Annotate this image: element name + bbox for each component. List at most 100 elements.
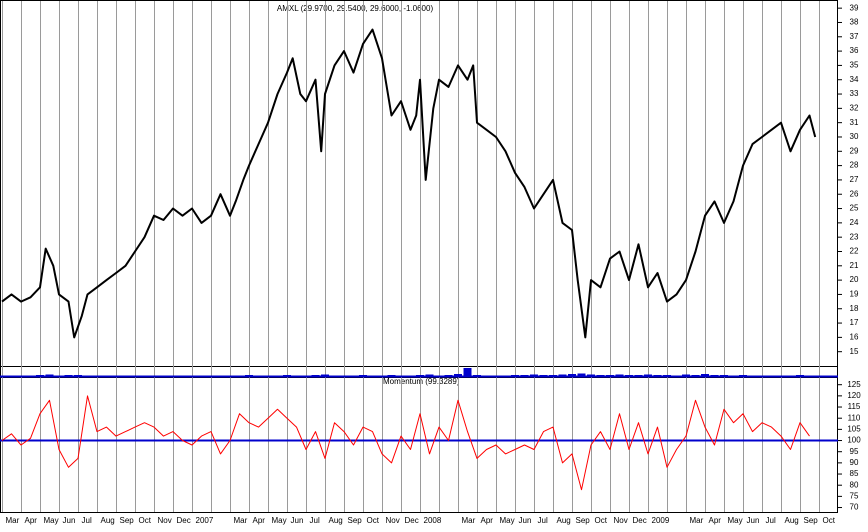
volume-bar: [520, 375, 529, 377]
y-tick-label: 115: [848, 402, 861, 411]
x-tick-label: Dec: [405, 516, 419, 525]
volume-bar: [777, 375, 785, 377]
y-tick-label: 33: [850, 89, 859, 98]
volume-bar: [26, 376, 35, 377]
volume-bar: [330, 375, 339, 377]
volume-bar: [150, 376, 158, 377]
y-tick-label: 29: [850, 146, 859, 155]
volume-bar: [235, 375, 244, 377]
volume-bar: [558, 374, 567, 377]
x-tick-label: Dec: [633, 516, 647, 525]
volume-bar: [64, 375, 73, 377]
x-tick-label: Apr: [25, 516, 38, 525]
y-tick-label: 35: [850, 61, 859, 70]
volume-bar: [74, 375, 82, 377]
volume-bar: [501, 375, 510, 377]
volume-bar: [720, 375, 728, 377]
y-tick-label: 39: [850, 3, 859, 12]
y-tick-label: 15: [850, 347, 859, 356]
x-tick-label: Oct: [823, 516, 836, 525]
series-line: [1, 395, 810, 491]
y-tick-label: 80: [850, 480, 859, 489]
x-tick-label: Mar: [234, 516, 248, 525]
volume-bar: [691, 375, 700, 377]
volume-bar: [606, 375, 614, 377]
volume-bar: [159, 376, 168, 377]
y-tick-label: 30: [850, 132, 859, 141]
x-tick-label: Apr: [481, 516, 494, 525]
y-tick-label: 85: [850, 469, 859, 478]
x-tick-label: Jul: [82, 516, 92, 525]
y-tick-label: 16: [850, 332, 859, 341]
volume-bar: [786, 375, 795, 377]
volume-bar: [416, 375, 424, 377]
x-tick-label: Jun: [747, 516, 760, 525]
plot-frame: [0, 0, 838, 513]
y-tick-label: 100: [847, 436, 861, 445]
volume-bar: [254, 375, 263, 377]
volume-bar: [767, 375, 776, 377]
x-tick-label: Nov: [158, 516, 172, 525]
y-tick-label: 31: [850, 118, 859, 127]
x-tick-label: Sep: [348, 516, 363, 525]
volume-bar: [349, 376, 358, 377]
y-tick-label: 120: [847, 391, 861, 400]
volume-bar: [378, 375, 386, 377]
volume-bar: [672, 375, 681, 377]
volume-bar: [207, 376, 215, 377]
volume-bar: [492, 375, 500, 377]
volume-bar: [121, 376, 130, 377]
volume-bar: [758, 375, 766, 377]
volume-bar: [406, 375, 415, 377]
volume-bar: [473, 375, 481, 377]
indicator-title: Momentum (99.3289): [383, 377, 460, 386]
volume-bar: [226, 376, 234, 377]
x-tick-label: Mar: [6, 516, 20, 525]
volume-bar: [178, 376, 187, 377]
x-tick-label: Sep: [576, 516, 591, 525]
volume-bar: [311, 375, 320, 377]
y-tick-label: 27: [850, 175, 859, 184]
volume-bar: [663, 375, 671, 377]
volume-bar: [748, 375, 757, 377]
x-tick-label: Sep: [120, 516, 135, 525]
volume-bar: [387, 375, 396, 377]
x-tick-label: Aug: [785, 516, 799, 525]
volume-bar: [701, 374, 709, 377]
x-tick-label: Aug: [329, 516, 343, 525]
volume-bar: [596, 375, 605, 377]
y-tick-label: 37: [850, 32, 859, 41]
volume-bar: [634, 375, 643, 377]
y-tick-label: 17: [850, 318, 859, 327]
x-tick-label: Nov: [386, 516, 400, 525]
volume-bar: [7, 375, 16, 377]
volume-bar: [549, 375, 557, 377]
volume-bar: [216, 375, 225, 377]
x-tick-label: 2008: [424, 516, 442, 525]
x-tick-label: Sep: [804, 516, 819, 525]
y-tick-label: 125: [847, 380, 861, 389]
x-tick-label: Jul: [310, 516, 320, 525]
y-tick-label: 34: [850, 75, 859, 84]
x-tick-label: Oct: [139, 516, 152, 525]
x-tick-label: Aug: [557, 516, 571, 525]
volume-bar: [0, 376, 6, 377]
volume-bar: [644, 374, 652, 377]
x-tick-label: 2009: [652, 516, 670, 525]
y-tick-label: 23: [850, 232, 859, 241]
volume-bar: [530, 374, 538, 377]
y-tick-label: 18: [850, 304, 859, 313]
volume-bar: [587, 374, 595, 377]
volume-bar: [55, 375, 63, 377]
volume-bar: [112, 375, 120, 377]
volume-bar: [340, 375, 348, 377]
y-tick-label: 90: [850, 458, 859, 467]
chart-title: AMXL (29.9700, 29.5400, 29.6000, -1.0600…: [277, 4, 434, 13]
y-tick-label: 105: [847, 424, 861, 433]
x-tick-label: Oct: [595, 516, 608, 525]
x-tick-label: Jun: [63, 516, 76, 525]
x-tick-label: Dec: [177, 516, 191, 525]
x-tick-label: 2007: [196, 516, 214, 525]
volume-bar: [359, 375, 367, 377]
